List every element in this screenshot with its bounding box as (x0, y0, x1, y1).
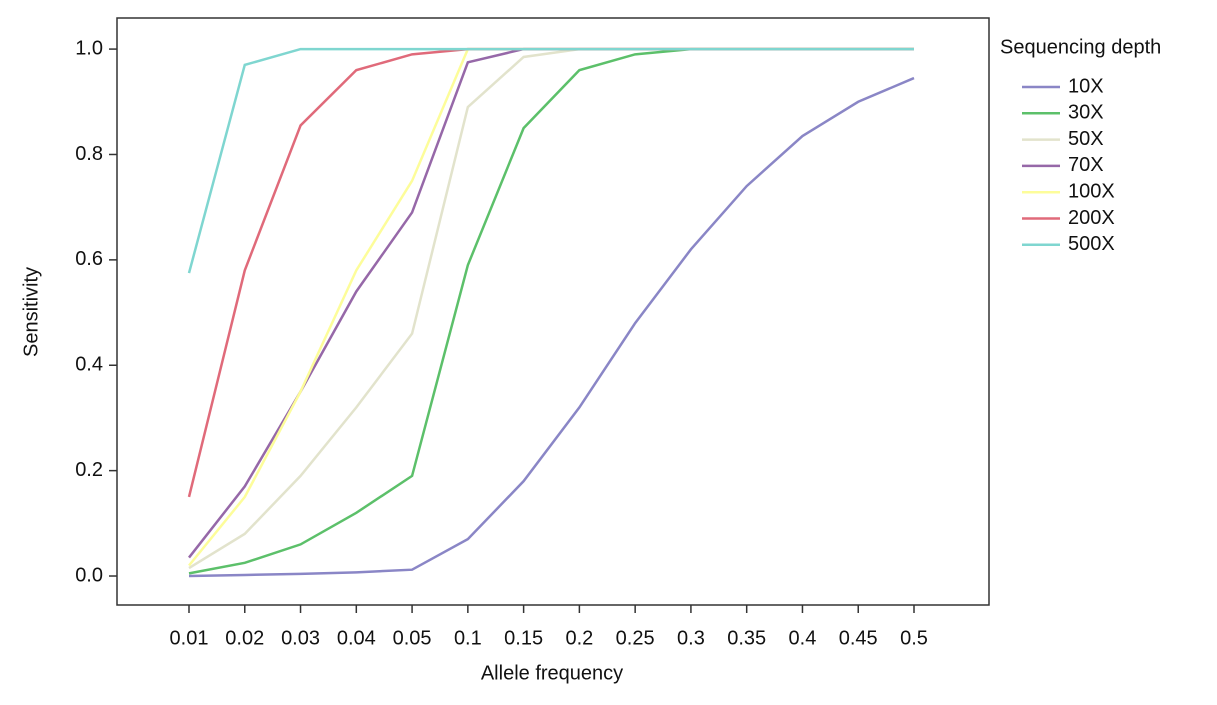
plot-frame (116, 17, 990, 606)
legend-label: 500X (1068, 233, 1115, 255)
y-tick-label: 0.6 (75, 248, 103, 270)
x-tick-label: 0.02 (225, 627, 264, 649)
x-tick-label: 0.45 (839, 627, 878, 649)
x-tick-label: 0.05 (393, 627, 432, 649)
x-tick-label: 0.01 (170, 627, 209, 649)
y-tick-label: 0.2 (75, 459, 103, 481)
series-line (188, 47, 914, 575)
legend-label: 30X (1068, 102, 1104, 124)
y-tick-label: 0.4 (75, 354, 103, 376)
y-tick-label: 0.8 (75, 143, 103, 165)
legend-label: 50X (1068, 128, 1104, 150)
x-tick-label: 0.5 (900, 627, 928, 649)
x-tick-label: 0.35 (727, 627, 766, 649)
x-tick-label: 0.03 (281, 627, 320, 649)
x-tick-label: 0.25 (616, 627, 655, 649)
y-tick-label: 0.0 (75, 564, 103, 586)
x-tick-label: 0.04 (337, 627, 376, 649)
series-line (187, 47, 914, 274)
series-line (187, 47, 914, 498)
x-tick-label: 0.15 (504, 627, 543, 649)
legend-label: 70X (1068, 154, 1104, 176)
x-tick-label: 0.4 (789, 627, 817, 649)
legend-label: 100X (1068, 180, 1115, 202)
x-tick-label: 0.3 (677, 627, 705, 649)
y-tick-label: 1.0 (75, 37, 103, 59)
series-line (188, 47, 914, 559)
y-axis-label: Sensitivity (20, 267, 42, 357)
series-line (188, 47, 914, 567)
series-line (188, 76, 915, 578)
x-tick-label: 0.1 (454, 627, 482, 649)
series-line (188, 47, 914, 570)
x-tick-label: 0.2 (565, 627, 593, 649)
x-axis-label: Allele frequency (481, 662, 623, 684)
legend-label: 200X (1068, 207, 1115, 229)
legend-label: 10X (1068, 75, 1104, 97)
legend-title: Sequencing depth (1000, 36, 1161, 58)
